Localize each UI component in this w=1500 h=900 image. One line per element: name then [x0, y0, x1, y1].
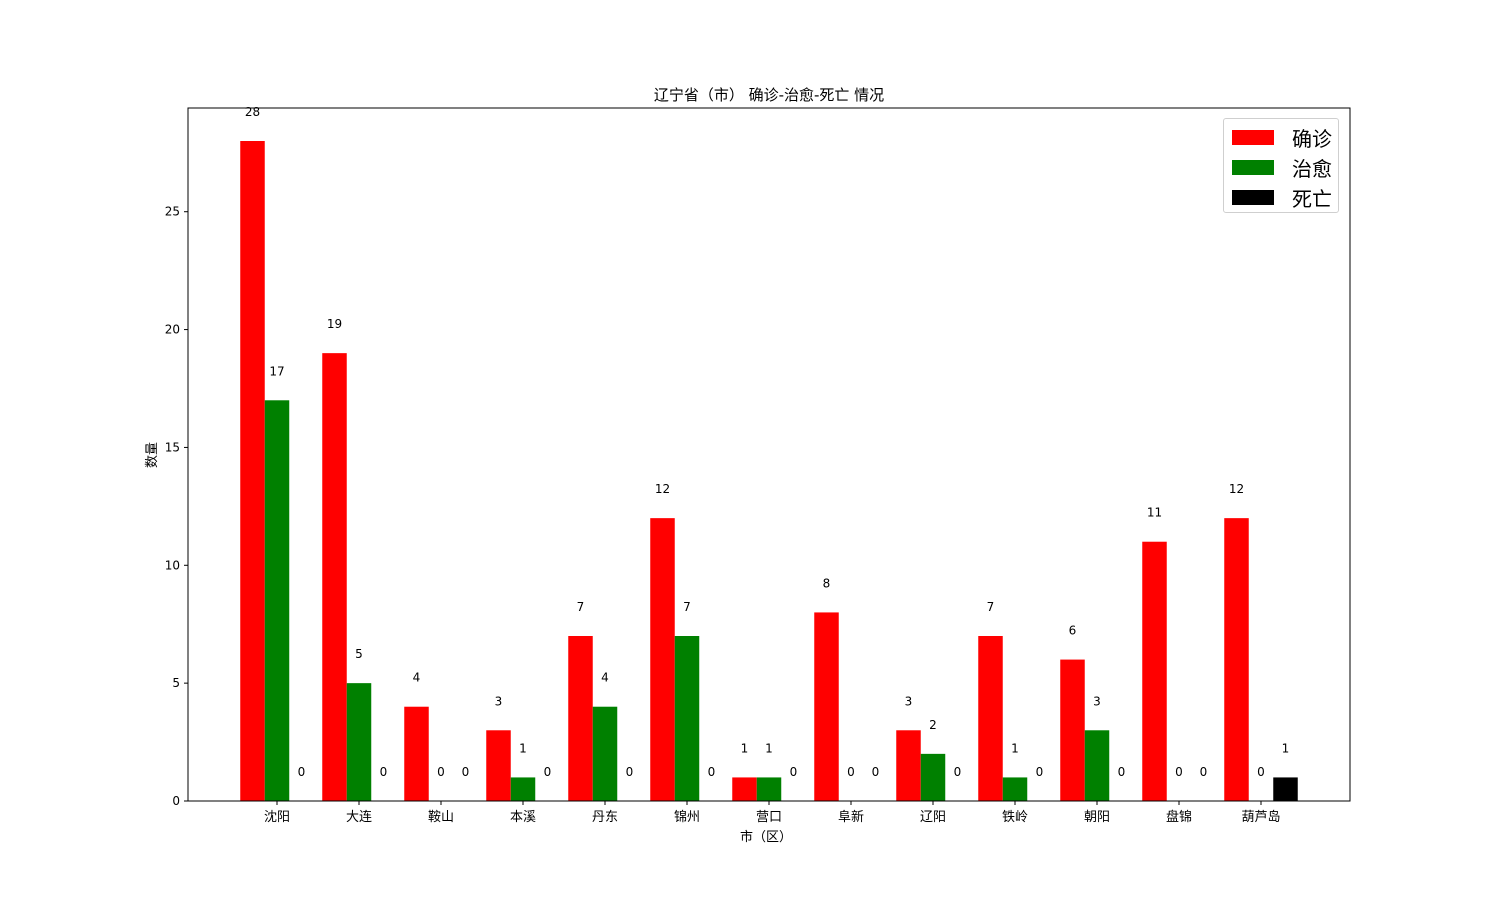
- chart-title: 辽宁省（市） 确诊-治愈-死亡 情况: [654, 86, 884, 104]
- bar-cured-5: [674, 636, 700, 801]
- bar-confirmed-3: [486, 730, 511, 801]
- data-label-cured-11: 0: [1175, 765, 1183, 779]
- legend-swatch-cured: [1232, 159, 1274, 175]
- bar-cured-3: [510, 777, 536, 801]
- bars-layer: [240, 141, 1298, 801]
- bar-confirmed-7: [814, 612, 839, 801]
- data-label-death-4: 0: [626, 765, 634, 779]
- x-tick-label: 盘锦: [1166, 809, 1192, 825]
- x-tick-label: 辽阳: [920, 810, 946, 825]
- legend-item-death: 死亡: [1232, 187, 1332, 211]
- data-label-cured-0: 17: [269, 364, 284, 378]
- x-tick-label: 本溪: [510, 810, 536, 825]
- data-label-death-3: 0: [544, 765, 552, 779]
- data-label-cured-7: 0: [847, 765, 855, 779]
- y-tick-label: 15: [165, 440, 180, 454]
- bar-cured-10: [1084, 730, 1110, 801]
- x-tick-label: 大连: [346, 809, 372, 825]
- data-label-confirmed-7: 8: [823, 576, 831, 590]
- legend-label-cured: 治愈: [1292, 156, 1332, 181]
- y-tick-label: 5: [172, 676, 180, 690]
- bar-confirmed-10: [1060, 659, 1085, 801]
- y-axis-label: 数量: [145, 442, 160, 468]
- data-label-confirmed-3: 3: [495, 694, 503, 708]
- data-label-confirmed-5: 12: [655, 482, 670, 496]
- bar-confirmed-8: [896, 730, 921, 801]
- data-label-cured-8: 2: [929, 718, 937, 732]
- bar-confirmed-11: [1142, 541, 1167, 801]
- data-label-confirmed-11: 11: [1147, 506, 1162, 520]
- legend-swatch-confirmed: [1232, 129, 1274, 145]
- data-label-cured-3: 1: [519, 741, 527, 755]
- data-label-cured-4: 4: [601, 671, 609, 685]
- bar-confirmed-4: [568, 636, 593, 801]
- bar-confirmed-2: [404, 706, 429, 801]
- bar-cured-0: [264, 400, 290, 801]
- bar-cured-4: [592, 706, 618, 801]
- data-label-death-8: 0: [954, 765, 962, 779]
- bar-confirmed-0: [240, 141, 265, 801]
- data-label-death-2: 0: [462, 765, 470, 779]
- x-tick-label: 朝阳: [1084, 810, 1110, 825]
- legend-label-confirmed: 确诊: [1292, 126, 1332, 151]
- data-label-confirmed-10: 6: [1069, 624, 1077, 638]
- y-tick-label: 20: [165, 323, 180, 337]
- data-label-death-7: 0: [872, 765, 880, 779]
- data-label-confirmed-12: 12: [1229, 482, 1244, 496]
- data-label-death-12: 1: [1282, 741, 1290, 755]
- x-tick-label: 铁岭: [1002, 810, 1028, 825]
- data-label-confirmed-2: 4: [413, 671, 421, 685]
- data-label-cured-5: 7: [683, 600, 691, 614]
- bar-confirmed-9: [978, 636, 1003, 801]
- x-tick-label: 沈阳: [264, 810, 290, 825]
- x-axis-label: 市（区）: [740, 829, 792, 845]
- x-tick-label: 丹东: [592, 810, 618, 825]
- data-label-cured-6: 1: [765, 741, 773, 755]
- y-tick-label: 25: [165, 205, 180, 219]
- data-label-death-9: 0: [1036, 765, 1044, 779]
- data-label-death-11: 0: [1200, 765, 1208, 779]
- bar-cured-9: [1002, 777, 1028, 801]
- data-label-death-1: 0: [380, 765, 388, 779]
- bar-confirmed-1: [322, 353, 347, 801]
- x-tick-label: 葫芦岛: [1241, 809, 1280, 825]
- data-label-cured-2: 0: [437, 765, 445, 779]
- legend: 确诊 治愈 死亡: [1223, 118, 1339, 213]
- x-tick-label: 锦州: [674, 810, 700, 825]
- data-label-death-6: 0: [790, 765, 798, 779]
- y-tick-label: 0: [172, 794, 180, 808]
- data-label-death-0: 0: [298, 765, 306, 779]
- bar-confirmed-6: [732, 777, 757, 801]
- data-label-cured-10: 3: [1093, 694, 1101, 708]
- y-tick-label: 10: [165, 558, 180, 572]
- data-label-death-10: 0: [1118, 765, 1126, 779]
- bar-cured-8: [920, 753, 946, 801]
- bar-confirmed-5: [650, 518, 675, 801]
- bar-cured-6: [756, 777, 782, 801]
- x-axis: 沈阳 大连 鞍山 本溪 丹东 锦州 营口 阜新 辽阳 铁岭 朝阳 盘锦 葫芦岛: [264, 801, 1281, 825]
- x-tick-label: 营口: [756, 810, 782, 825]
- x-tick-label: 阜新: [838, 809, 864, 825]
- bar-confirmed-12: [1224, 518, 1249, 801]
- legend-label-death: 死亡: [1292, 186, 1332, 211]
- data-label-cured-9: 1: [1011, 741, 1019, 755]
- data-label-confirmed-4: 7: [577, 600, 585, 614]
- bar-death-12: [1273, 777, 1298, 801]
- y-axis: 0 5 10 15 20 25: [165, 205, 188, 808]
- data-label-confirmed-1: 19: [327, 317, 342, 331]
- data-label-cured-12: 0: [1257, 765, 1265, 779]
- data-label-confirmed-0: 28: [245, 105, 260, 119]
- legend-item-confirmed: 确诊: [1232, 127, 1332, 151]
- data-label-death-5: 0: [708, 765, 716, 779]
- data-label-confirmed-9: 7: [987, 600, 995, 614]
- data-label-cured-1: 5: [355, 647, 363, 661]
- data-label-confirmed-6: 1: [741, 741, 749, 755]
- legend-item-cured: 治愈: [1232, 157, 1332, 181]
- bar-cured-1: [346, 683, 372, 801]
- x-tick-label: 鞍山: [428, 809, 454, 825]
- legend-swatch-death: [1232, 189, 1274, 205]
- data-label-confirmed-8: 3: [905, 694, 913, 708]
